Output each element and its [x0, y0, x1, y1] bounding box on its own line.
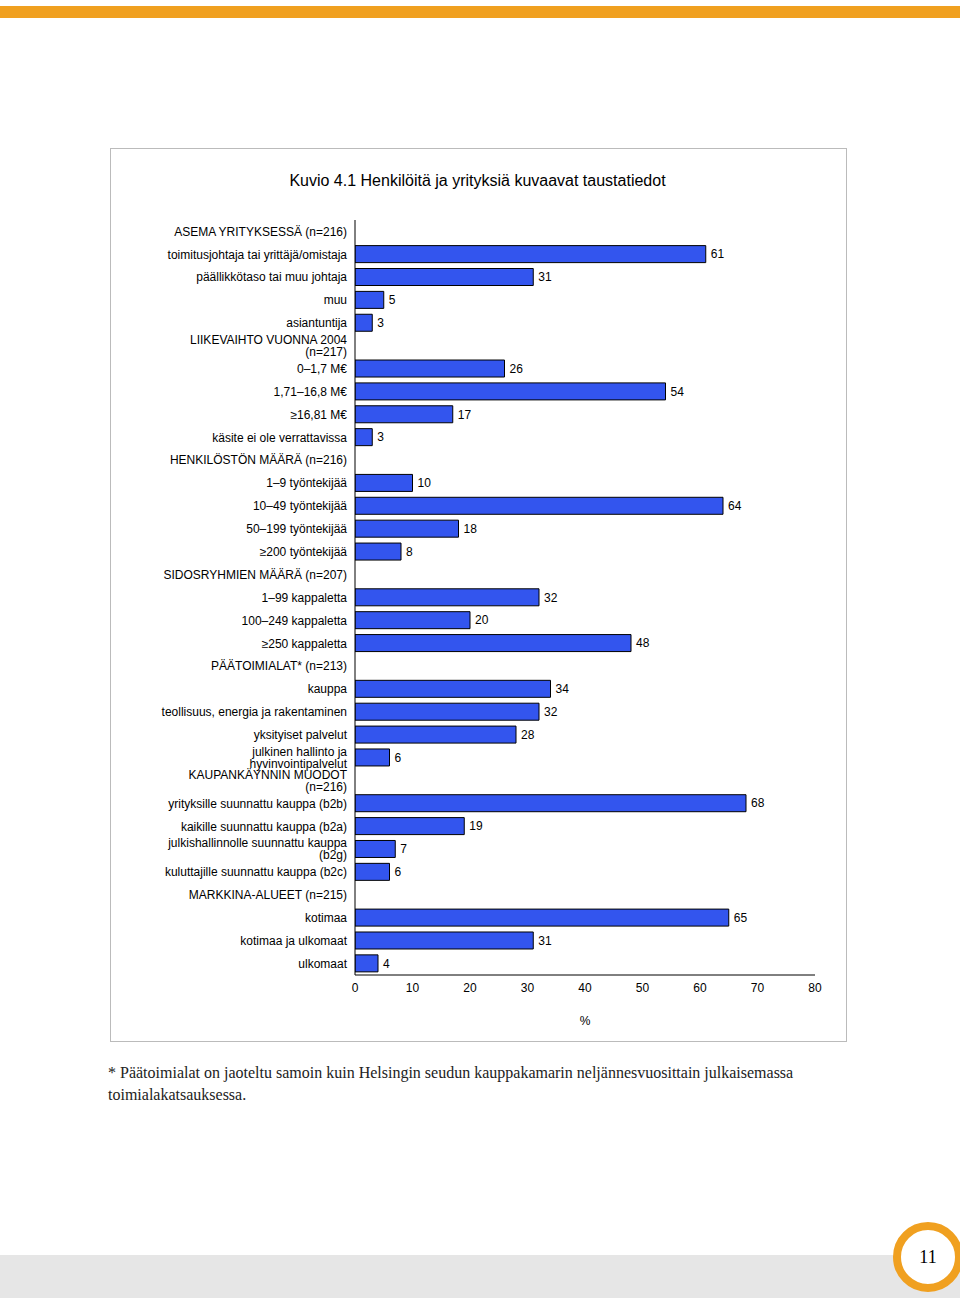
svg-text:40: 40: [578, 981, 592, 995]
svg-text:0–1,7 M€: 0–1,7 M€: [297, 362, 347, 376]
svg-text:50–199 työntekijää: 50–199 työntekijää: [246, 522, 347, 536]
svg-text:0: 0: [352, 981, 359, 995]
svg-text:20: 20: [475, 613, 489, 627]
html-text:Kuvio 4.1 Henkilöitä ja yrityk: Kuvio 4.1 Henkilöitä ja yrityksiä kuvaav…: [289, 172, 666, 189]
svg-text:65: 65: [734, 911, 748, 925]
svg-text:17: 17: [458, 408, 472, 422]
svg-text:68: 68: [751, 796, 765, 810]
svg-text:kotimaa: kotimaa: [305, 911, 347, 925]
svg-text:käsite ei ole verrattavissa: käsite ei ole verrattavissa: [212, 431, 347, 445]
svg-text:ulkomaat: ulkomaat: [298, 957, 347, 971]
svg-text:ASEMA YRITYKSESSÄ (n=216): ASEMA YRITYKSESSÄ (n=216): [174, 225, 347, 239]
svg-text:yrityksille suunnattu kauppa (: yrityksille suunnattu kauppa (b2b): [168, 797, 347, 811]
html-text:julkinen hallinto ja: julkinen hallinto ja: [252, 744, 347, 759]
svg-text:61: 61: [711, 247, 725, 261]
svg-text:10: 10: [418, 476, 432, 490]
svg-text:≥16,81 M€: ≥16,81 M€: [290, 408, 347, 422]
svg-text:54: 54: [671, 385, 685, 399]
svg-text:asiantuntija: asiantuntija: [286, 316, 347, 330]
svg-text:1–99 kappaletta: 1–99 kappaletta: [262, 591, 348, 605]
svg-text:32: 32: [544, 705, 558, 719]
svg-text:kuluttajille suunnattu kauppa: kuluttajille suunnattu kauppa (b2c): [165, 865, 347, 879]
svg-text:toimitusjohtaja tai yrittäjä/o: toimitusjohtaja tai yrittäjä/omistaja: [168, 248, 348, 262]
svg-text:6: 6: [395, 865, 402, 879]
svg-text:10: 10: [406, 981, 420, 995]
svg-text:20: 20: [463, 981, 477, 995]
svg-text:50: 50: [636, 981, 650, 995]
svg-text:34: 34: [556, 682, 570, 696]
svg-text:PÄÄTOIMIALAT* (n=213): PÄÄTOIMIALAT* (n=213): [211, 659, 347, 673]
svg-text:8: 8: [406, 545, 413, 559]
svg-text:48: 48: [636, 636, 650, 650]
svg-text:5: 5: [389, 293, 396, 307]
svg-text:muu: muu: [324, 293, 347, 307]
svg-text:julkishallinnolle suunnattu ka: julkishallinnolle suunnattu kauppa(b2g): [167, 836, 347, 862]
svg-text:3: 3: [377, 316, 384, 330]
svg-text:18: 18: [464, 522, 478, 536]
svg-text:teollisuus, energia ja rakenta: teollisuus, energia ja rakentaminen: [162, 705, 347, 719]
svg-text:26: 26: [510, 362, 524, 376]
svg-text:yksityiset palvelut: yksityiset palvelut: [254, 728, 348, 742]
html-text:hyvinvointipalvelut: hyvinvointipalvelut: [249, 756, 347, 771]
svg-text:30: 30: [521, 981, 535, 995]
html-text:11: 11: [919, 1246, 937, 1267]
html-text:* Päätoimialat on jaoteltu sam: * Päätoimialat on jaoteltu samoin kuin H…: [108, 1064, 794, 1103]
svg-text:≥250 kappaletta: ≥250 kappaletta: [262, 637, 348, 651]
svg-text:32: 32: [544, 591, 558, 605]
svg-text:kotimaa ja ulkomaat: kotimaa ja ulkomaat: [240, 934, 347, 948]
svg-text:7: 7: [400, 842, 407, 856]
svg-text:4: 4: [383, 957, 390, 971]
svg-text:64: 64: [728, 499, 742, 513]
svg-text:1–9 työntekijää: 1–9 työntekijää: [266, 476, 347, 490]
svg-text:LIIKEVAIHTO VUONNA 2004(n=217): LIIKEVAIHTO VUONNA 2004(n=217): [190, 333, 347, 359]
svg-text:31: 31: [538, 270, 552, 284]
svg-text:80: 80: [808, 981, 822, 995]
svg-text:1,71–16,8 M€: 1,71–16,8 M€: [274, 385, 348, 399]
svg-text:3: 3: [377, 430, 384, 444]
svg-text:kaikille suunnattu kauppa (b2a: kaikille suunnattu kauppa (b2a): [181, 820, 347, 834]
svg-text:KAUPANKÄYNNIN MUODOT(n=216): KAUPANKÄYNNIN MUODOT(n=216): [189, 768, 348, 794]
svg-text:kauppa: kauppa: [308, 682, 348, 696]
svg-text:28: 28: [521, 728, 535, 742]
svg-text:70: 70: [751, 981, 765, 995]
svg-text:päällikkötaso tai muu johtaja: päällikkötaso tai muu johtaja: [196, 270, 347, 284]
svg-text:10–49 työntekijää: 10–49 työntekijää: [253, 499, 347, 513]
svg-text:%: %: [580, 1014, 591, 1028]
svg-text:19: 19: [469, 819, 483, 833]
svg-text:6: 6: [395, 751, 402, 765]
svg-text:MARKKINA-ALUEET (n=215): MARKKINA-ALUEET (n=215): [189, 888, 347, 902]
svg-text:100–249 kappaletta: 100–249 kappaletta: [242, 614, 348, 628]
svg-text:31: 31: [538, 934, 552, 948]
svg-text:SIDOSRYHMIEN MÄÄRÄ (n=207): SIDOSRYHMIEN MÄÄRÄ (n=207): [164, 568, 348, 582]
svg-text:60: 60: [693, 981, 707, 995]
svg-text:≥200 työntekijää: ≥200 työntekijää: [260, 545, 348, 559]
svg-text:HENKILÖSTÖN MÄÄRÄ (n=216): HENKILÖSTÖN MÄÄRÄ (n=216): [170, 453, 347, 467]
